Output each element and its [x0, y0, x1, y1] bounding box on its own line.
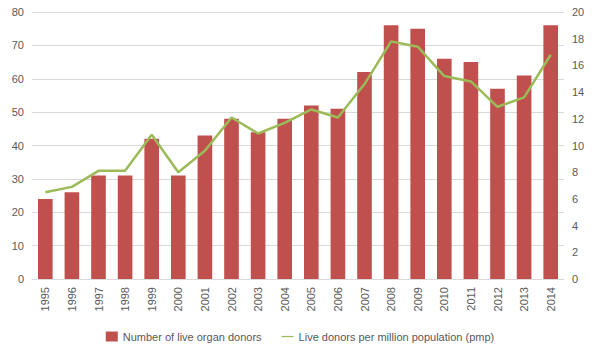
svg-text:1999: 1999	[146, 287, 158, 311]
svg-text:Live donors per million popula: Live donors per million population (pmp)	[299, 331, 495, 343]
svg-text:2000: 2000	[172, 287, 184, 311]
svg-text:10: 10	[12, 240, 24, 252]
svg-text:1997: 1997	[93, 287, 105, 311]
svg-text:14: 14	[572, 86, 584, 98]
svg-text:40: 40	[12, 140, 24, 152]
svg-text:2007: 2007	[359, 287, 371, 311]
svg-text:50: 50	[12, 106, 24, 118]
svg-text:6: 6	[572, 193, 578, 205]
svg-text:80: 80	[12, 6, 24, 18]
svg-text:2004: 2004	[279, 287, 291, 311]
svg-text:2001: 2001	[199, 287, 211, 311]
svg-text:2003: 2003	[252, 287, 264, 311]
svg-text:2002: 2002	[226, 287, 238, 311]
svg-text:60: 60	[12, 73, 24, 85]
svg-text:2008: 2008	[385, 287, 397, 311]
svg-text:70: 70	[12, 39, 24, 51]
svg-text:2010: 2010	[438, 287, 450, 311]
svg-text:0: 0	[18, 273, 24, 285]
svg-text:1996: 1996	[66, 287, 78, 311]
svg-text:30: 30	[12, 173, 24, 185]
svg-text:20: 20	[12, 206, 24, 218]
svg-text:2005: 2005	[305, 287, 317, 311]
svg-text:1998: 1998	[119, 287, 131, 311]
svg-text:20: 20	[572, 6, 584, 18]
svg-text:0: 0	[572, 273, 578, 285]
svg-text:Number of live organ donors: Number of live organ donors	[123, 331, 262, 343]
svg-text:2006: 2006	[332, 287, 344, 311]
svg-text:1995: 1995	[39, 287, 51, 311]
svg-text:18: 18	[572, 33, 584, 45]
svg-text:2011: 2011	[465, 287, 477, 311]
svg-text:16: 16	[572, 59, 584, 71]
svg-text:2009: 2009	[412, 287, 424, 311]
svg-text:8: 8	[572, 166, 578, 178]
svg-text:12: 12	[572, 113, 584, 125]
svg-text:10: 10	[572, 140, 584, 152]
svg-text:2013: 2013	[518, 287, 530, 311]
svg-text:4: 4	[572, 220, 578, 232]
svg-text:2012: 2012	[492, 287, 504, 311]
svg-text:2014: 2014	[545, 287, 557, 311]
svg-text:2: 2	[572, 246, 578, 258]
